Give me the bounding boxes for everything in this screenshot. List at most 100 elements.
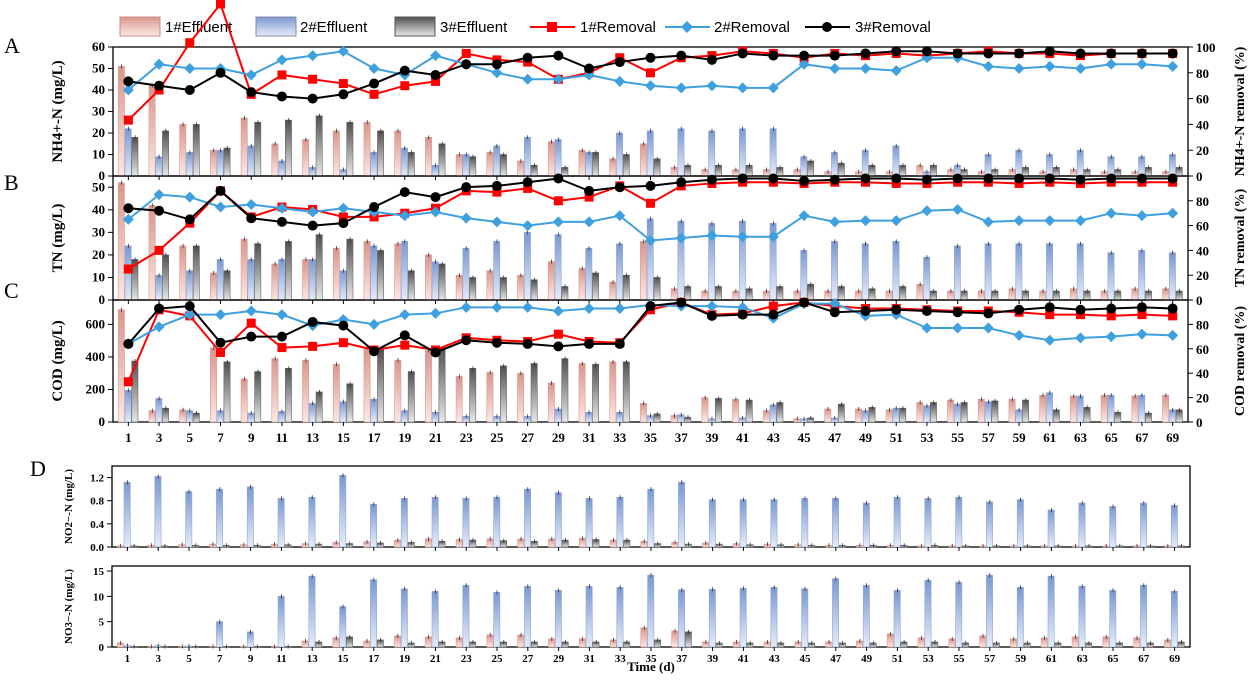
panel-c-marker-removal3 — [522, 338, 533, 349]
panel-d-bottom-bar-effluent2 — [708, 588, 716, 648]
panel-c-bar-effluent3 — [254, 371, 262, 423]
panel-c-ylabel-right: COD removal (%) — [1233, 306, 1248, 416]
panel-d-bottom-bar-effluent1 — [640, 627, 648, 648]
panel-a-ytick-label: 20 — [92, 125, 105, 140]
panel-a-bar-effluent3 — [653, 158, 661, 177]
panel-c-marker-removal2 — [184, 309, 196, 321]
panel-c-bar-effluent2 — [1107, 394, 1115, 423]
panel-d-bottom-xtick-label: 31 — [584, 653, 595, 665]
panel-c-bar-effluent3 — [438, 347, 446, 423]
panel-d-bottom-xtick-label: 3 — [155, 653, 161, 665]
panel-a-bar-effluent2 — [616, 132, 623, 177]
panel-d-top-bar-effluent2 — [585, 498, 593, 548]
panel-b-bar-effluent2 — [278, 259, 286, 301]
panel-a-marker-removal1 — [338, 79, 348, 89]
panel-b-bar-effluent2 — [216, 259, 224, 301]
panel-d-bottom-bar-effluent2 — [585, 585, 593, 648]
panel-c-bar-effluent1 — [455, 376, 463, 423]
panel-d-bottom-bar-effluent2 — [400, 588, 408, 648]
panel-a-bar-effluent1 — [210, 149, 217, 177]
panel-a-bar-effluent2 — [1015, 149, 1023, 177]
panel-a-bar-effluent1 — [578, 149, 586, 177]
panel-a-marker-removal2 — [491, 67, 503, 79]
panel-c-marker-removal3 — [215, 337, 226, 348]
panel-b-ytick-label: 40 — [92, 202, 105, 217]
legend-swatch-effluent1 — [119, 16, 161, 37]
panel-c-bar-effluent3 — [346, 383, 354, 423]
panel-a-ytick-label: 60 — [92, 39, 105, 54]
panel-a-marker-removal2 — [1136, 58, 1148, 70]
panel-c-bar-effluent2 — [1076, 395, 1084, 423]
panel-c-marker-removal3 — [399, 330, 410, 341]
panel-d-bottom-xtick-label: 67 — [1138, 653, 1150, 665]
panel-a-marker-removal1 — [123, 115, 133, 125]
panel-c-marker-removal2 — [737, 301, 749, 313]
panel-d-bottom-bar-effluent2 — [339, 606, 347, 648]
panel-a-marker-removal2 — [860, 63, 871, 74]
panel-b-marker-removal3 — [184, 214, 195, 225]
panel-d-top-bar-effluent2 — [246, 486, 254, 548]
panel-d-bottom-xtick-label: 59 — [1015, 653, 1027, 665]
panel-d-top-bar-effluent2 — [1047, 509, 1055, 548]
panel-c-bar-effluent2 — [953, 403, 961, 423]
panel-c-marker-removal3 — [860, 305, 871, 316]
panel-d-bottom-bar-effluent2 — [616, 586, 624, 648]
panel-b-bar-effluent3 — [807, 283, 815, 301]
panel-a-bar-effluent2 — [523, 137, 531, 177]
panel-b-bar-effluent3 — [500, 277, 507, 301]
panel-d-top-bar-effluent2 — [493, 496, 501, 548]
panel-a-marker-removal3 — [614, 57, 625, 68]
panel-d-top-bar-effluent2 — [1078, 502, 1086, 548]
panel-c-marker-removal2 — [583, 303, 595, 315]
panel-a-marker-removal2 — [522, 73, 534, 85]
panel-c-bar-effluent1 — [732, 398, 740, 423]
panel-a-bar-effluent3 — [407, 152, 415, 177]
panel-a-marker-removal1 — [369, 89, 379, 99]
panel-c-bar-effluent3 — [469, 368, 477, 423]
panel-d-top-bar-effluent2 — [986, 501, 993, 548]
panel-a-marker-removal3 — [369, 78, 380, 89]
panel-d-top-bar-effluent2 — [832, 498, 839, 548]
panel-c-ytick-right-label: 80 — [1196, 317, 1209, 332]
panel-b-marker-removal2 — [153, 189, 165, 201]
panel-b-marker-removal3 — [399, 187, 410, 198]
panel-b-marker-removal2 — [276, 202, 288, 214]
panel-c-bar-effluent1 — [210, 347, 217, 423]
panel-b-marker-removal1 — [123, 264, 133, 274]
panel-a-bar-effluent2 — [186, 152, 193, 177]
panel-c-bar-effluent2 — [155, 398, 163, 423]
panel-a-marker-removal3 — [123, 76, 134, 87]
panel-a-marker-removal2 — [245, 69, 257, 81]
panel-a-marker-removal2 — [829, 63, 841, 74]
panel-c-bar-effluent3 — [377, 349, 385, 423]
panel-b-marker-removal2 — [122, 213, 134, 225]
panel-b-marker-removal3 — [676, 177, 687, 188]
panel-b-marker-removal3 — [614, 182, 625, 193]
panel-b-marker-removal3 — [829, 174, 840, 185]
panel-a-bar-effluent2 — [861, 149, 869, 177]
legend-label-removal3: 3#Removal — [855, 19, 931, 36]
panel-d-bottom-ytick-label: 15 — [93, 566, 105, 578]
panel-c-xtick-label: 13 — [306, 430, 320, 445]
panel-b-bar-effluent2 — [186, 270, 193, 301]
panel-d-bottom-xtick-label: 9 — [248, 653, 254, 665]
panel-c-marker-removal2 — [1167, 329, 1179, 341]
panel-b-bar-effluent3 — [192, 245, 200, 301]
panel-d-bottom-bar-effluent2 — [1016, 586, 1024, 648]
panel-d-bottom-xtick-label: 51 — [892, 653, 903, 665]
panel-a-bar-effluent3 — [622, 154, 630, 177]
panel-c-bar-effluent1 — [425, 350, 432, 423]
panel-b-bar-effluent1 — [302, 259, 310, 301]
panel-d-bottom-bar-effluent2 — [770, 586, 778, 648]
panel-d-bottom-xtick-label: 61 — [1046, 653, 1057, 665]
panel-a-ytick-right-label: 80 — [1196, 66, 1209, 81]
panel-d-bottom-bar-effluent2 — [462, 584, 470, 648]
panel-a-bar-effluent2 — [646, 130, 654, 177]
panel-b-marker-removal2 — [1013, 215, 1025, 227]
panel-c-marker-removal1 — [123, 377, 133, 387]
panel-c-bar-effluent2 — [370, 398, 378, 423]
panel-c-xtick-label: 61 — [1043, 430, 1056, 445]
panel-c-xtick-label: 43 — [767, 430, 781, 445]
panel-d-bottom-xtick-label: 45 — [800, 653, 812, 665]
panel-b-marker-removal3 — [491, 180, 502, 191]
